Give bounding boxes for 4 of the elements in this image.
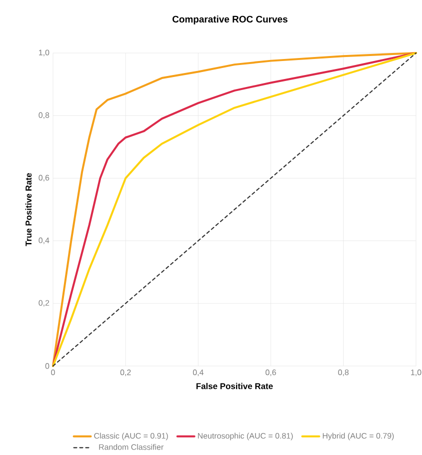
chart-title: Comparative ROC Curves (172, 16, 288, 24)
x-axis-title: False Positive Rate (196, 382, 273, 390)
line-series (52, 52, 418, 367)
y-axis-title: True Positive Rate (25, 173, 32, 246)
